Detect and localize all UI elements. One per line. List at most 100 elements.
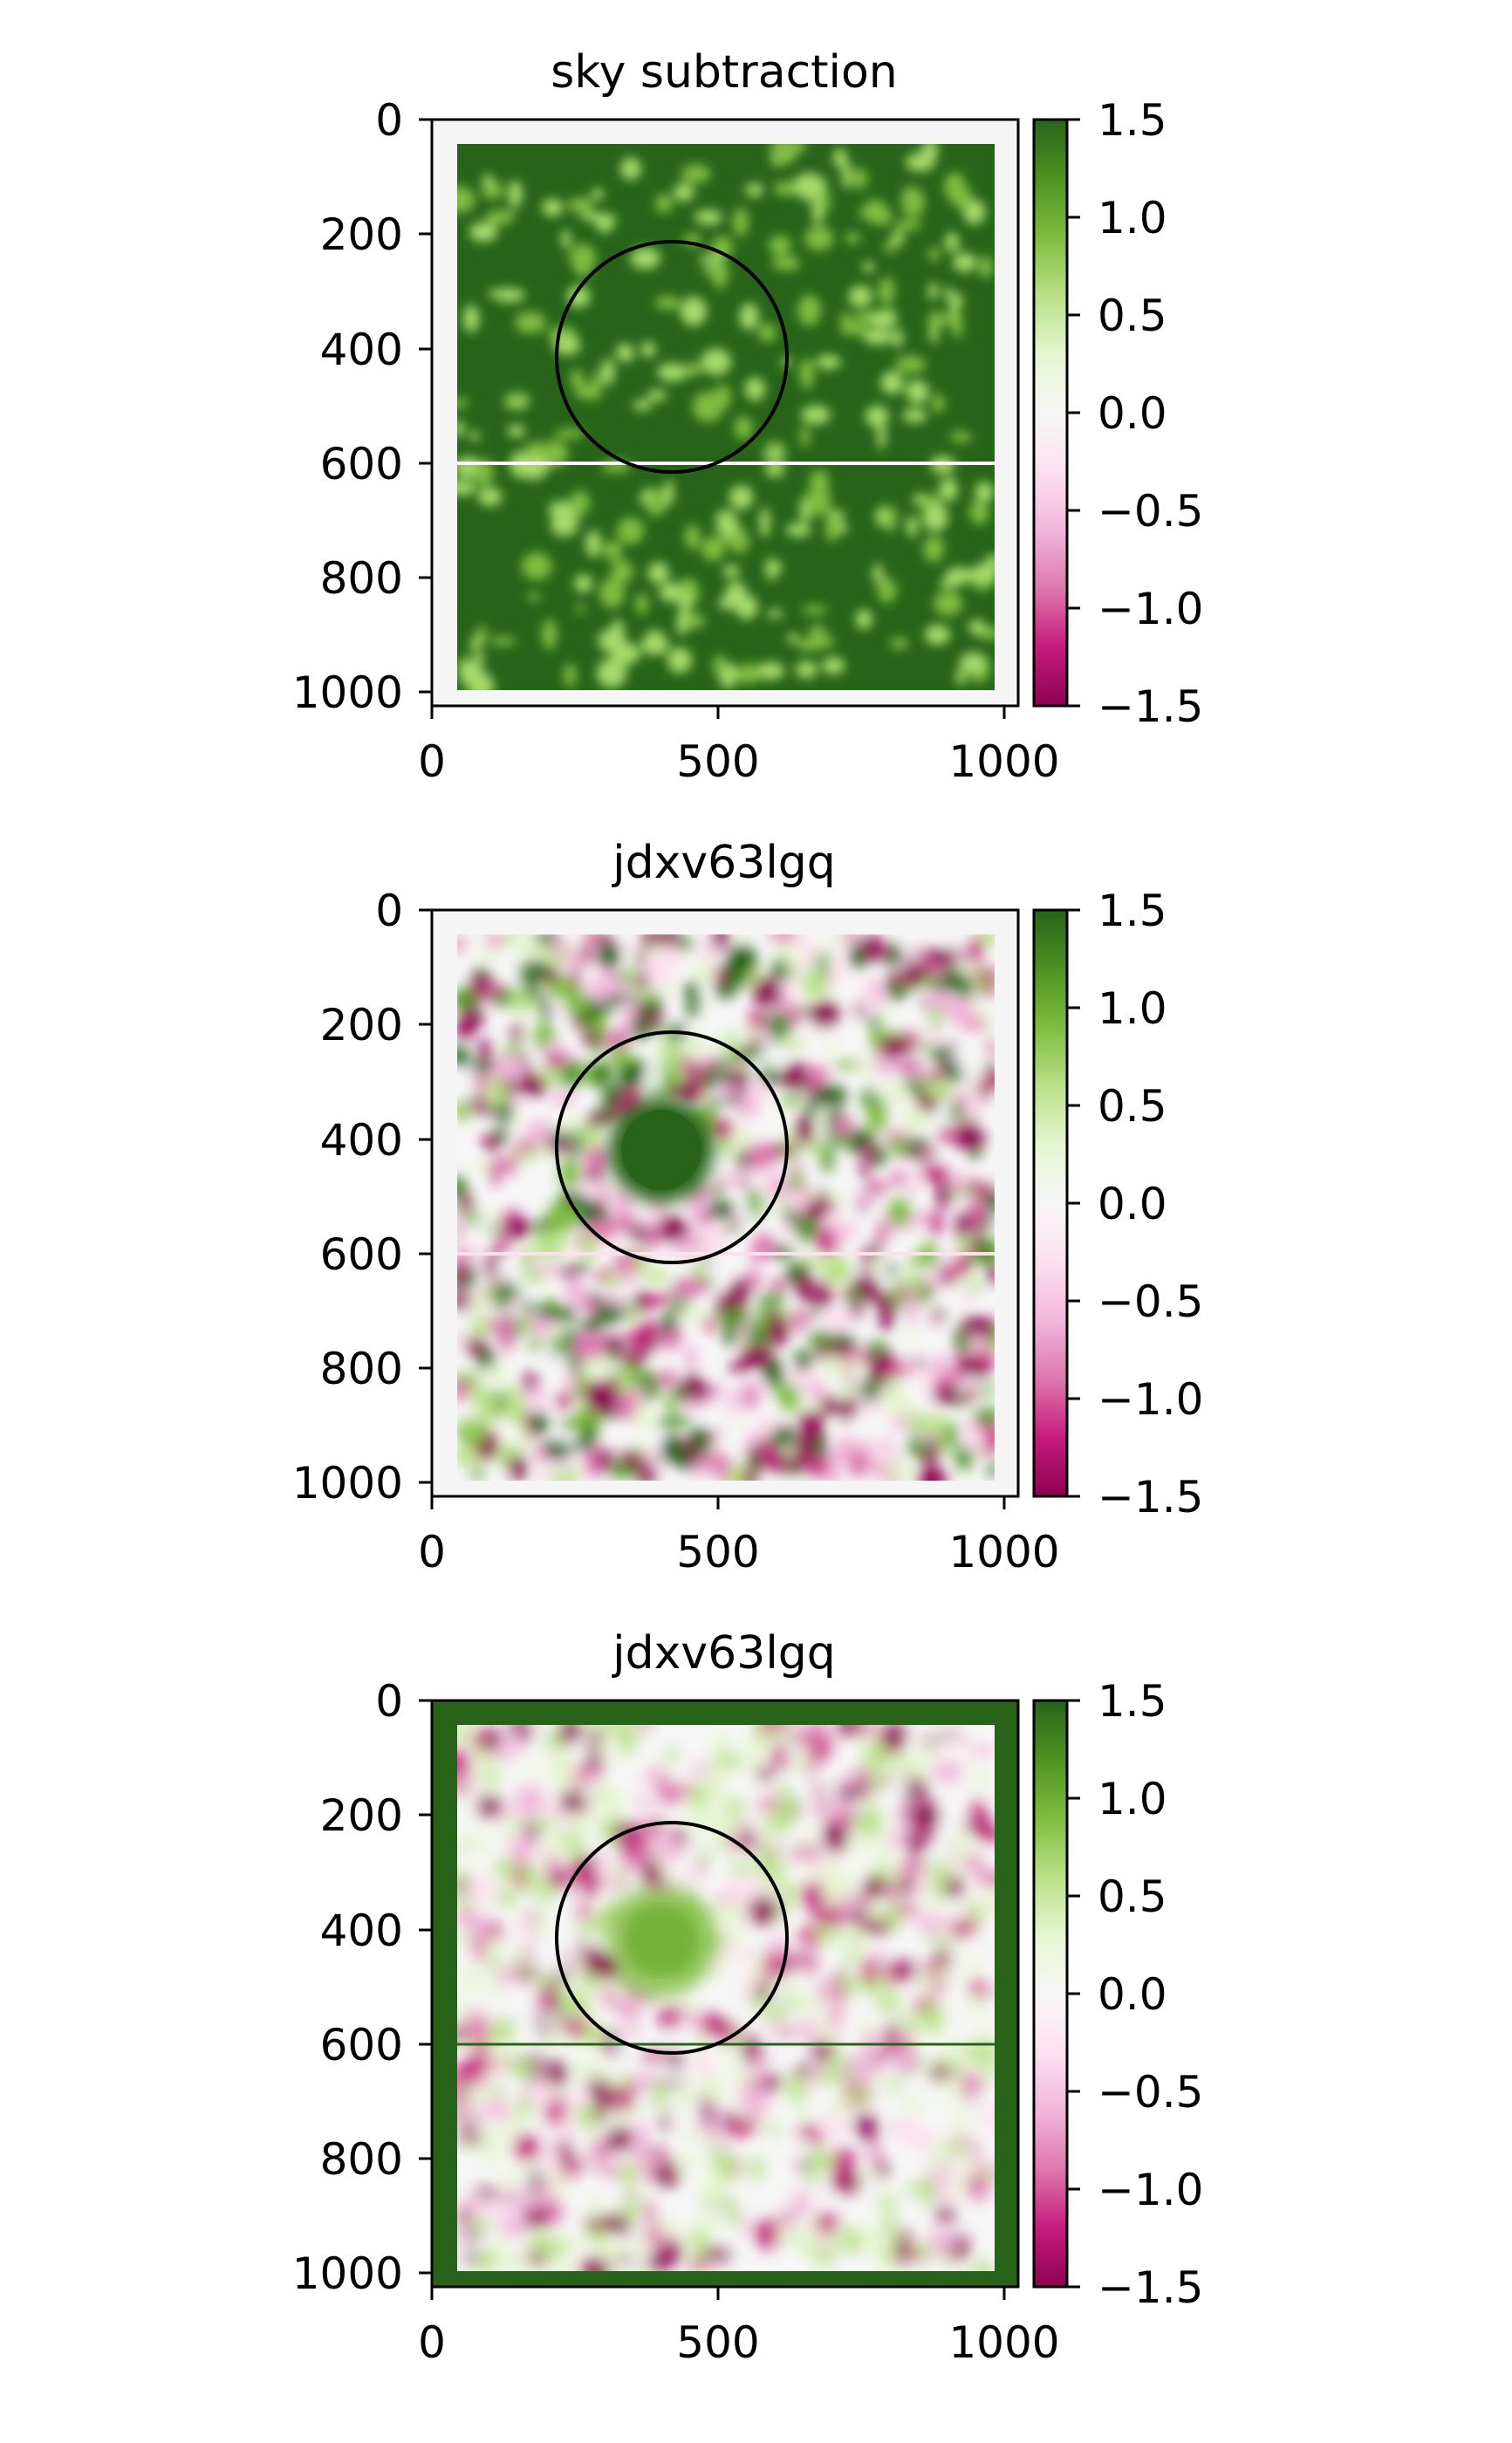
noise-blob [703, 2247, 733, 2262]
noise-blob [749, 2157, 765, 2181]
noise-blob [754, 2218, 783, 2249]
noise-blob [969, 1798, 988, 1828]
noise-blob [878, 277, 895, 305]
noise-blob [542, 1043, 564, 1055]
noise-blob [730, 1874, 762, 1902]
noise-blob [845, 1223, 859, 1235]
noise-blob [817, 1105, 828, 1134]
noise-blob [879, 2238, 889, 2253]
noise-blob [798, 1079, 809, 1091]
noise-blob [850, 1439, 872, 1448]
noise-blob [578, 971, 599, 989]
noise-blob [777, 2101, 794, 2129]
noise-blob [978, 256, 994, 278]
noise-blob [813, 1905, 845, 1928]
noise-blob [522, 2207, 549, 2227]
noise-blob [974, 1408, 995, 1425]
noise-blob [747, 2186, 767, 2213]
noise-blob [519, 960, 551, 981]
ytick-label: 0 [375, 886, 403, 936]
noise-blob [738, 1734, 749, 1762]
noise-blob [808, 1821, 818, 1831]
noise-blob [953, 311, 963, 339]
noise-blob [700, 2071, 726, 2101]
noise-blob [515, 311, 546, 334]
noise-blob [842, 161, 852, 189]
noise-blob [658, 1216, 689, 1242]
noise-blob [749, 1188, 759, 1206]
noise-blob [489, 1154, 501, 1187]
noise-blob [516, 1423, 529, 1454]
noise-blob [508, 1456, 528, 1481]
noise-blob [838, 1777, 867, 1787]
noise-blob [924, 1896, 951, 1906]
noise-blob [767, 1806, 794, 1832]
noise-blob [608, 2055, 620, 2079]
noise-blob [702, 2104, 714, 2128]
noise-blob [459, 2232, 482, 2241]
noise-blob [895, 2241, 908, 2258]
noise-blob [489, 1319, 516, 1337]
noise-blob [626, 961, 635, 992]
noise-blob [482, 174, 493, 186]
noise-blob [556, 1307, 576, 1322]
noise-blob [942, 2254, 956, 2264]
noise-blob [843, 1931, 861, 1940]
noise-blob [648, 2081, 667, 2111]
noise-blob [955, 1126, 982, 1151]
noise-blob [657, 939, 682, 970]
noise-blob [618, 941, 636, 953]
noise-blob [825, 1189, 845, 1203]
noise-blob [528, 1411, 549, 1435]
noise-blob [642, 2148, 670, 2159]
cbar-tick-label: 0.5 [1098, 291, 1167, 341]
noise-blob [734, 1945, 743, 1968]
noise-blob [659, 934, 679, 947]
noise-blob [583, 1146, 612, 1172]
noise-blob [597, 1738, 611, 1763]
noise-blob [551, 1336, 571, 1353]
cbar-tick-label: 0.0 [1098, 388, 1167, 439]
noise-blob [868, 1776, 887, 1789]
noise-blob [743, 2059, 770, 2072]
noise-blob [609, 2089, 634, 2111]
noise-blob [735, 1094, 759, 1119]
noise-blob [526, 2234, 552, 2247]
noise-blob [804, 2172, 817, 2187]
noise-blob [717, 1890, 735, 1905]
noise-blob [886, 2022, 896, 2050]
noise-blob [743, 1463, 756, 1481]
noise-blob [822, 656, 845, 674]
noise-blob [849, 942, 865, 969]
noise-blob [886, 1725, 907, 1736]
ytick-label: 600 [320, 439, 403, 489]
noise-blob [954, 1444, 973, 1471]
noise-blob [532, 1051, 543, 1072]
noise-blob [478, 1795, 503, 1816]
cbar-tick-label: −1.0 [1098, 1374, 1203, 1425]
noise-blob [817, 1285, 832, 1309]
noise-blob [736, 663, 762, 684]
noise-blob [763, 2074, 782, 2091]
noise-blob [882, 504, 898, 532]
noise-blob [745, 183, 763, 197]
panel-1-blobs [457, 144, 995, 690]
noise-blob [543, 1440, 568, 1456]
noise-blob [469, 937, 491, 952]
noise-blob [742, 2033, 757, 2063]
noise-blob [859, 2227, 882, 2248]
noise-blob [886, 1198, 912, 1228]
noise-blob [674, 182, 694, 202]
noise-blob [601, 2188, 627, 2207]
noise-blob [857, 1725, 877, 1736]
xtick-label: 1000 [948, 2317, 1059, 2368]
noise-blob [906, 1170, 922, 1196]
noise-blob [612, 1725, 637, 1734]
noise-blob [907, 515, 918, 537]
noise-blob [893, 327, 903, 349]
ytick-label: 400 [320, 325, 403, 375]
noise-blob [858, 1401, 878, 1418]
noise-blob [732, 207, 749, 237]
noise-blob [949, 1100, 962, 1124]
noise-blob [801, 1725, 831, 1747]
